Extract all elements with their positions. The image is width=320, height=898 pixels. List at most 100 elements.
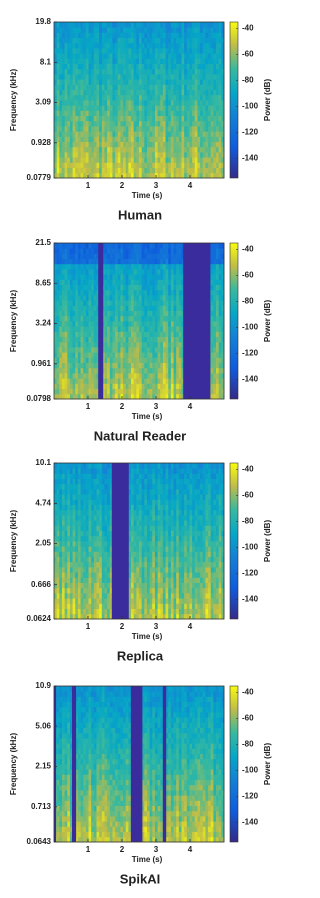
spectrogram-cell — [86, 157, 89, 163]
spectrogram-cell — [110, 126, 113, 132]
spectrogram-cell — [211, 74, 214, 80]
spectrogram-cell — [65, 525, 68, 531]
spectrogram-cell — [147, 126, 150, 132]
spectrogram-cell — [155, 279, 158, 285]
spectrogram-cell — [136, 368, 139, 374]
spectrogram-cell — [110, 53, 113, 59]
spectrogram-cell — [189, 58, 192, 64]
spectrogram-cell — [107, 142, 110, 148]
spectrogram-cell — [102, 136, 105, 142]
spectrogram-cell — [144, 567, 147, 573]
spectrogram-cell — [54, 84, 57, 90]
spectrogram-cell — [147, 152, 150, 158]
spectrogram-cell — [65, 84, 68, 90]
spectrogram-cell — [59, 520, 62, 526]
spectrogram-cell — [89, 74, 92, 80]
spectrogram-cell — [158, 48, 161, 54]
spectrogram-cell — [139, 357, 142, 363]
spectrogram-cell — [86, 248, 89, 254]
spectrogram-cell — [115, 126, 118, 132]
spectrogram-cell — [83, 515, 86, 521]
spectrogram-cell — [195, 168, 198, 174]
spectrogram-cell — [65, 347, 68, 353]
spectrogram-cell — [107, 74, 110, 80]
spectrogram-cell — [118, 394, 121, 400]
spectrogram-cell — [128, 157, 131, 163]
spectrogram-cell — [78, 357, 81, 363]
spectrogram-cell — [62, 264, 65, 270]
spectrogram-cell — [147, 100, 150, 106]
spectrogram-cell — [144, 389, 147, 395]
spectrogram-cell — [118, 147, 121, 153]
spectrogram-cell — [176, 136, 179, 142]
spectrogram-cell — [120, 389, 123, 395]
spectrogram-cell — [70, 331, 73, 337]
spectrogram-cell — [65, 363, 68, 369]
spectrogram-cell — [104, 531, 107, 537]
spectrogram-cell — [128, 74, 131, 80]
spectrogram-cell — [187, 116, 190, 122]
spectrogram-cell — [134, 489, 137, 495]
spectrogram-cell — [176, 116, 179, 122]
spectrogram-cell — [203, 53, 206, 59]
spectrogram-cell — [70, 64, 73, 70]
spectrogram-cell — [152, 100, 155, 106]
spectrogram-cell — [187, 147, 190, 153]
spectrogram-cell — [192, 152, 195, 158]
spectrogram-cell — [128, 295, 131, 301]
spectrogram-cell — [136, 253, 139, 259]
spectrogram-cell — [150, 311, 153, 317]
spectrogram-cell — [134, 609, 137, 615]
spectrogram-cell — [89, 541, 92, 547]
spectrogram-cell — [184, 43, 187, 49]
spectrogram-cell — [158, 168, 161, 174]
spectrogram-cell — [78, 243, 81, 249]
spectrogram-cell — [208, 69, 211, 75]
spectrogram-cell — [197, 95, 200, 101]
spectrogram-cell — [203, 32, 206, 38]
spectrogram-cell — [65, 588, 68, 594]
spectrogram-cell — [123, 32, 126, 38]
spectrogram-cell — [83, 342, 86, 348]
spectrogram-cell — [126, 58, 129, 64]
spectrogram-cell — [216, 347, 219, 353]
spectrogram-cell — [54, 43, 57, 49]
spectrogram-cell — [166, 168, 169, 174]
spectrogram-cell — [216, 162, 219, 168]
spectrogram-cell — [211, 243, 214, 249]
spectrogram-cell — [158, 121, 161, 127]
spectrogram-cell — [57, 515, 60, 521]
spectrogram-cell — [166, 342, 169, 348]
spectrogram-cell — [163, 131, 166, 137]
spectrogram-cell — [219, 259, 222, 265]
spectrogram-cell — [83, 583, 86, 589]
spectrogram-cell — [131, 248, 134, 254]
spectrogram-cell — [123, 357, 126, 363]
spectrogram-cell — [219, 79, 222, 85]
spectrogram-cell — [152, 105, 155, 111]
spectrogram-cell — [142, 572, 145, 578]
spectrogram-cell — [65, 285, 68, 291]
spectrogram-cell — [168, 126, 171, 132]
spectrogram-cell — [70, 300, 73, 306]
spectrogram-cell — [179, 352, 182, 358]
spectrogram-cell — [62, 562, 65, 568]
spectrogram-cell — [179, 131, 182, 137]
spectrogram-cell — [115, 347, 118, 353]
spectrogram-cell — [150, 321, 153, 327]
spectrogram-cell — [197, 32, 200, 38]
spectrogram-cell — [142, 162, 145, 168]
spectrogram-cell — [57, 121, 60, 127]
spectrogram-cell — [139, 479, 142, 485]
spectrogram-cell — [94, 489, 97, 495]
spectrogram-cell — [91, 22, 94, 28]
spectrogram-cell — [203, 126, 206, 132]
spectrogram-cell — [166, 347, 169, 353]
spectrogram-cell — [78, 536, 81, 542]
spectrogram-cell — [81, 463, 84, 469]
spectrogram-cell — [136, 100, 139, 106]
spectrogram-cell — [176, 53, 179, 59]
spectrogram-cell — [131, 510, 134, 516]
spectrogram-cell — [216, 74, 219, 80]
spectrogram-cell — [99, 598, 102, 604]
